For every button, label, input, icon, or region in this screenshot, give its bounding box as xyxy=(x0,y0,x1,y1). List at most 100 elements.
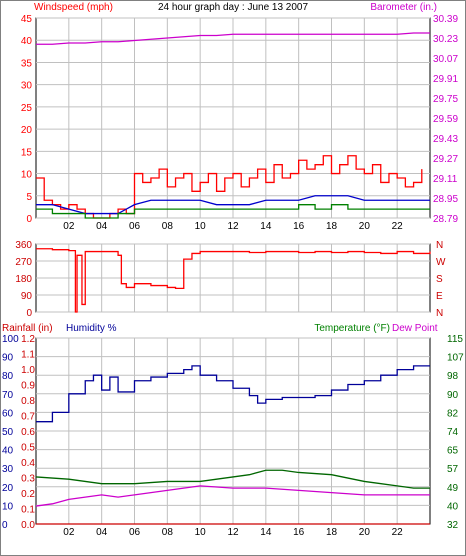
temp-y-tick: 82 xyxy=(447,408,459,419)
baro-line xyxy=(36,32,430,45)
baro-y-tick: 29.59 xyxy=(433,114,458,125)
humidity-y-tick: 10 xyxy=(2,501,14,512)
baro-y-tick: 29.11 xyxy=(433,174,458,185)
humidity-y-tick: 0 xyxy=(2,520,8,531)
compass-tick: E xyxy=(436,291,443,302)
temp-y-tick: 40 xyxy=(447,501,459,512)
temp-y-tick: 32 xyxy=(447,520,459,531)
hum-line xyxy=(36,365,430,423)
humidity-y-tick: 80 xyxy=(2,371,14,382)
wind-panel-x-tick: 14 xyxy=(260,221,272,232)
wind_avg-line xyxy=(36,204,430,219)
rain-y-tick: 0.2 xyxy=(21,489,35,500)
wind-y-tick: 25 xyxy=(21,103,33,114)
temperature-label: Temperature (°F) xyxy=(314,323,390,334)
baro-y-tick: 30.07 xyxy=(433,54,458,65)
temp-y-tick: 65 xyxy=(447,446,459,457)
chart-title: 24 hour graph day : June 13 2007 xyxy=(158,2,309,13)
compass-tick: W xyxy=(436,257,446,268)
rain-y-tick: 0.3 xyxy=(21,474,35,485)
temp-panel-x-tick: 08 xyxy=(162,527,174,538)
direction-line xyxy=(36,248,431,313)
temp-panel-x-tick: 18 xyxy=(326,527,338,538)
wind-panel-x-tick: 02 xyxy=(63,221,75,232)
humidity-y-tick: 50 xyxy=(2,427,14,438)
rain-y-tick: 0.6 xyxy=(21,427,35,438)
rain-y-tick: 1.0 xyxy=(21,365,35,376)
wind-y-tick: 0 xyxy=(26,214,32,225)
rain-y-tick: 1.1 xyxy=(21,350,35,361)
baro-y-tick: 29.27 xyxy=(433,154,458,165)
rain-y-tick: 0.8 xyxy=(21,396,35,407)
windspeed-label: Windspeed (mph) xyxy=(34,2,113,13)
baro-y-tick: 30.23 xyxy=(433,34,458,45)
rain-y-tick: 0.4 xyxy=(21,458,35,469)
rain-y-tick: 0.7 xyxy=(21,412,35,423)
baro-y-tick: 29.75 xyxy=(433,94,458,105)
temp-panel-x-tick: 16 xyxy=(293,527,305,538)
barometer-label: Barometer (in.) xyxy=(370,2,437,13)
temp-y-tick: 115 xyxy=(447,334,463,345)
rain-y-tick: 0.9 xyxy=(21,381,35,392)
direction-y-tick: 270 xyxy=(15,257,32,268)
temp-y-tick: 74 xyxy=(447,427,459,438)
compass-tick: N xyxy=(436,308,443,319)
humidity-y-tick: 20 xyxy=(2,483,14,494)
temp-y-tick: 107 xyxy=(447,353,464,364)
wind-panel-x-tick: 18 xyxy=(326,221,338,232)
baro-y-tick: 29.91 xyxy=(433,74,458,85)
dew-line xyxy=(35,485,430,507)
compass-tick: N xyxy=(436,240,443,251)
rain-y-tick: 0.1 xyxy=(21,505,35,516)
direction-y-tick: 180 xyxy=(15,274,32,285)
humidity-label: Humidity % xyxy=(66,323,117,334)
humidity-y-tick: 100 xyxy=(2,334,19,345)
compass-tick: S xyxy=(436,274,443,285)
wind-panel-x-tick: 16 xyxy=(293,221,305,232)
gust-line xyxy=(36,195,430,215)
temp-panel-x-tick: 04 xyxy=(96,527,108,538)
wind-panel-x-tick: 08 xyxy=(162,221,174,232)
temp-line xyxy=(35,469,430,489)
dewpoint-label: Dew Point xyxy=(392,323,438,334)
humidity-y-tick: 60 xyxy=(2,408,14,419)
temp-panel-x-tick: 06 xyxy=(129,527,141,538)
temp-panel-x-tick: 14 xyxy=(260,527,272,538)
rain-y-tick: 0.0 xyxy=(21,520,35,531)
temp-panel-x-tick: 12 xyxy=(227,527,239,538)
rain-y-tick: 0.5 xyxy=(21,443,35,454)
baro-y-tick: 29.43 xyxy=(433,134,458,145)
baro-y-tick: 28.79 xyxy=(433,214,458,225)
wind-panel-x-tick: 10 xyxy=(195,221,207,232)
temp-panel-x-tick: 20 xyxy=(359,527,371,538)
rain-y-tick: 1.2 xyxy=(21,334,35,345)
temp-y-tick: 49 xyxy=(447,483,459,494)
rainfall-label: Rainfall (in) xyxy=(2,323,53,334)
direction-y-tick: 0 xyxy=(26,308,32,319)
humidity-y-tick: 30 xyxy=(2,464,14,475)
wind-y-tick: 10 xyxy=(21,170,33,181)
humidity-y-tick: 70 xyxy=(2,390,14,401)
temp-y-tick: 57 xyxy=(447,464,459,475)
direction-y-tick: 360 xyxy=(15,240,32,251)
wind-y-tick: 30 xyxy=(21,81,33,92)
wind-y-tick: 45 xyxy=(21,14,33,25)
humidity-y-tick: 90 xyxy=(2,353,14,364)
temp-y-tick: 90 xyxy=(447,390,459,401)
temp-y-tick: 98 xyxy=(447,371,459,382)
baro-y-tick: 30.39 xyxy=(433,14,458,25)
humidity-y-tick: 40 xyxy=(2,446,14,457)
wind-y-tick: 5 xyxy=(26,192,32,203)
wind-panel-x-tick: 22 xyxy=(392,221,404,232)
wind-y-tick: 35 xyxy=(21,58,33,69)
wind-panel-x-tick: 04 xyxy=(96,221,108,232)
direction-y-tick: 90 xyxy=(21,291,33,302)
wind-y-tick: 40 xyxy=(21,36,33,47)
temp-panel-x-tick: 22 xyxy=(392,527,404,538)
wind-y-tick: 15 xyxy=(21,147,33,158)
temp-panel-x-tick: 02 xyxy=(63,527,75,538)
baro-y-tick: 28.95 xyxy=(433,194,458,205)
wind-y-tick: 20 xyxy=(21,125,33,136)
